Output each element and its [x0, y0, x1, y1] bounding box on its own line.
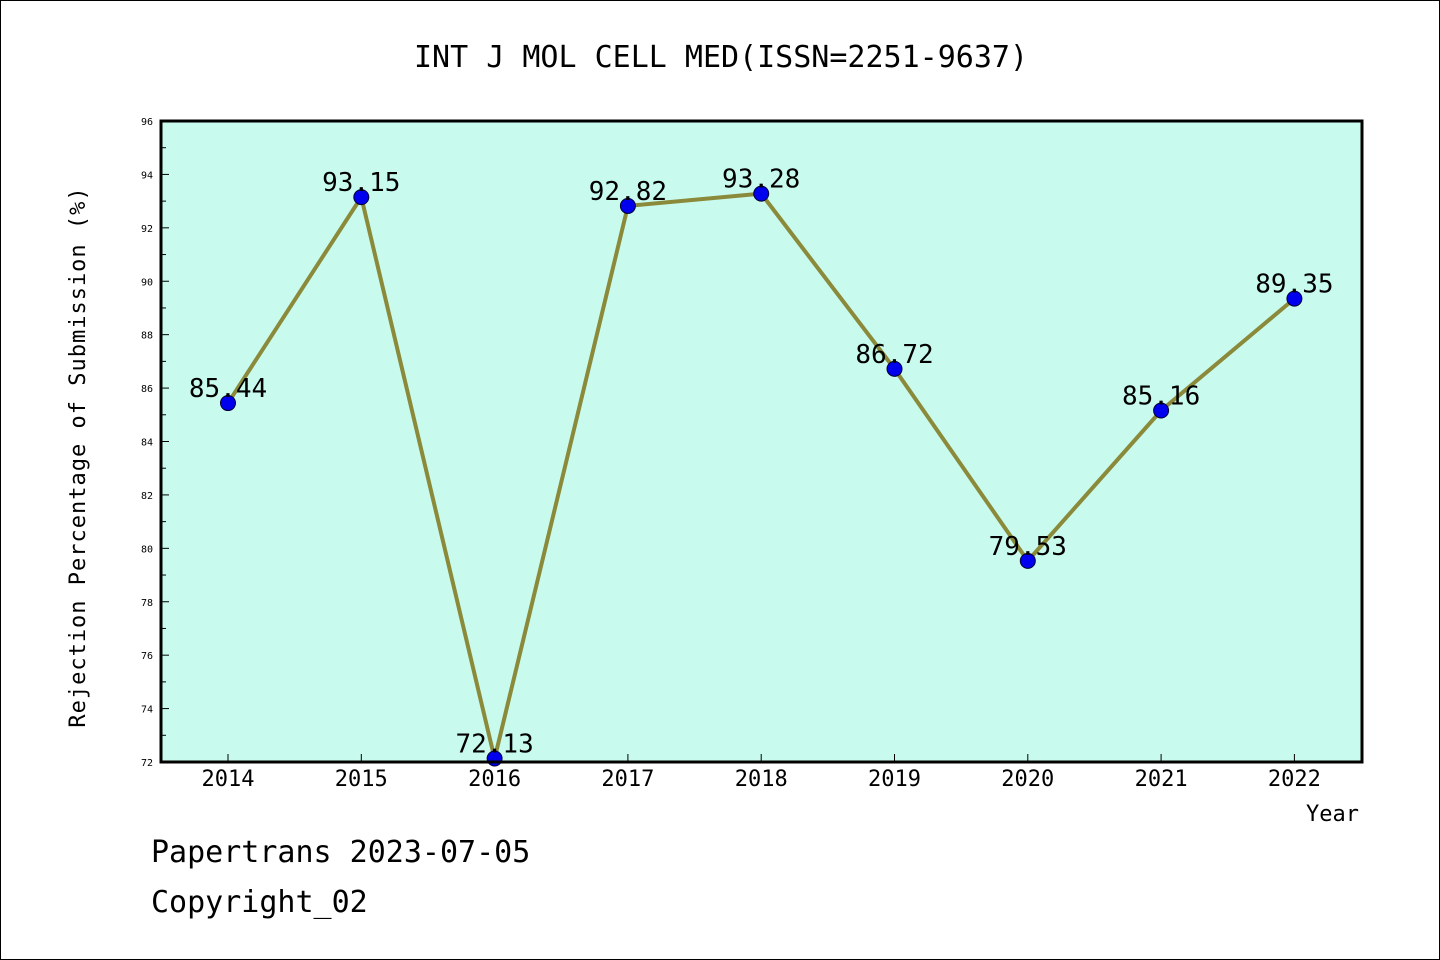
data-label: 92.82: [589, 177, 667, 207]
y-tick-label: 78: [141, 598, 153, 609]
x-tick-label: 2022: [1268, 767, 1321, 792]
footer-date: Papertrans 2023-07-05: [151, 835, 531, 870]
data-label: 89.35: [1255, 270, 1333, 300]
plot-border: [159, 119, 1364, 764]
data-label: 86.72: [855, 340, 933, 370]
x-tick-label: 2016: [468, 767, 521, 792]
x-tick-label: 2014: [202, 767, 255, 792]
y-tick-label: 86: [141, 384, 153, 395]
data-label: 93.28: [722, 165, 800, 195]
data-point: [619, 197, 636, 214]
data-point: [220, 395, 236, 412]
data-label: 93.15: [322, 168, 400, 198]
data-point: [886, 360, 903, 377]
y-tick-label: 90: [141, 277, 153, 288]
y-tick-label: 82: [141, 491, 153, 502]
x-tick-label: 2020: [1001, 767, 1054, 792]
y-axis: 72 74 76 78 80 82 84 86 88 90 92 94 96: [141, 117, 169, 769]
x-tick-label: 2017: [601, 767, 654, 792]
data-point: [353, 189, 370, 206]
y-tick-label: 74: [141, 705, 153, 716]
y-tick-label: 80: [141, 544, 153, 555]
y-tick-label: 96: [141, 117, 153, 128]
y-tick-label: 72: [141, 758, 153, 769]
data-point: [753, 185, 770, 202]
y-tick-label: 94: [141, 170, 153, 181]
y-tick-label: 84: [141, 438, 153, 449]
plot-area: [161, 121, 1362, 762]
data-point: [1019, 552, 1036, 569]
y-tick-label: 92: [141, 224, 153, 235]
data-label: 79.53: [989, 532, 1067, 562]
y-axis-label: Rejection Percentage of Submission (%): [66, 186, 91, 727]
data-label: 85.44: [189, 374, 267, 404]
data-point: [1153, 402, 1170, 419]
data-labels: 85.44 93.15 72.13 92.82 93.28 86.72 79.53 85.16…: [189, 165, 1334, 760]
data-label: 72.13: [455, 730, 533, 760]
data-point: [1286, 290, 1303, 307]
x-tick-label: 2018: [735, 767, 788, 792]
x-tick-label: 2019: [868, 767, 921, 792]
y-tick-label: 88: [141, 331, 153, 342]
x-axis-label: Year: [1306, 802, 1359, 827]
x-axis: 2014 2015 2016 2017 2018 2019 2020 2021 2022: [202, 754, 1321, 792]
chart-title: INT J MOL CELL MED(ISSN=2251-9637): [414, 40, 1028, 75]
markers: [220, 185, 1303, 767]
x-tick-label: 2021: [1135, 767, 1188, 792]
y-tick-label: 76: [141, 651, 153, 662]
footer-copyright: Copyright_02: [151, 885, 368, 920]
x-tick-label: 2015: [335, 767, 388, 792]
data-label: 85.16: [1122, 382, 1200, 412]
